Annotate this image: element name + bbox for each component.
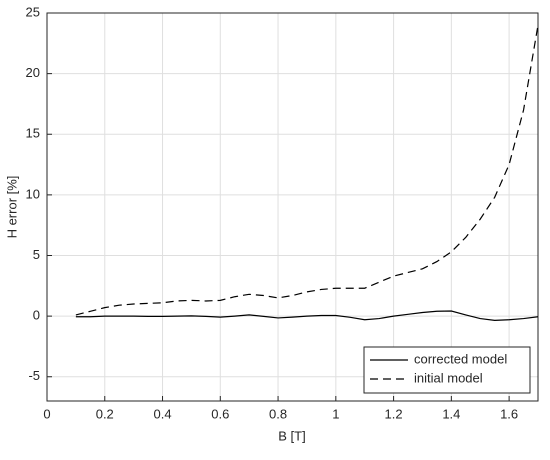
series-line [75,310,539,321]
legend: corrected model initial model [363,346,531,394]
legend-label: initial model [414,370,483,385]
series-line [75,25,539,316]
legend-label: corrected model [414,351,507,366]
y-tick-label: 25 [26,4,40,19]
x-tick-label: 1.4 [442,406,460,421]
x-axis-label: B [T] [278,428,305,443]
x-tick-label: 0.8 [269,406,287,421]
axes-box [46,12,539,402]
y-tick-label: 0 [33,308,40,323]
y-axis-label: H error [%] [4,176,19,239]
x-tick-label: 1.2 [385,406,403,421]
y-tick-label: 20 [26,65,40,80]
x-tick-label: 0.4 [153,406,171,421]
y-tick-label: 10 [26,186,40,201]
y-tick-label: -5 [28,368,40,383]
y-tick-label: 5 [33,247,40,262]
x-tick-label: 0.6 [211,406,229,421]
x-tick-label: 0.2 [96,406,114,421]
y-tick-label: 15 [26,126,40,141]
legend-box [363,346,531,394]
x-tick-label: 1.6 [500,406,518,421]
x-tick-label: 0 [43,406,50,421]
x-tick-label: 1 [332,406,339,421]
